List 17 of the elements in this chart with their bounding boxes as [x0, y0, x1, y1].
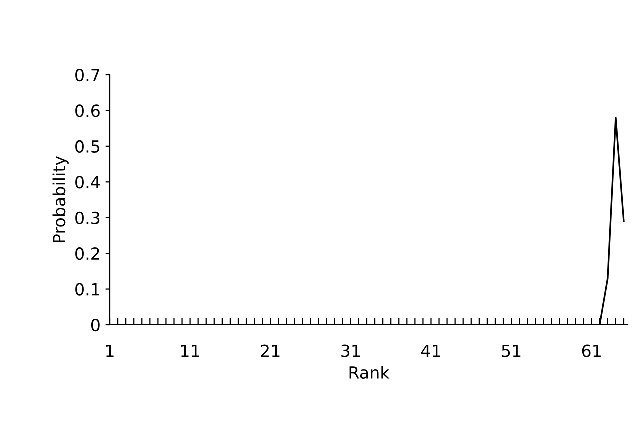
x-tick-label: 31	[342, 344, 360, 358]
x-tick-label: 21	[261, 344, 280, 358]
x-tick-label: 61	[582, 344, 601, 358]
y-tick-label: 0.1	[76, 283, 100, 296]
x-tick-label: 41	[421, 344, 440, 358]
y-tick-label: 0.6	[76, 104, 100, 118]
y-tick-label: 0	[91, 318, 100, 332]
y-tick-label: 0.4	[76, 176, 100, 189]
y-tick-label: 0.2	[76, 248, 100, 260]
x-tick-label: 11	[182, 344, 200, 358]
x-tick-label: 1	[106, 344, 114, 358]
y-tick-label: 0.5	[76, 140, 100, 153]
x-axis-title: Rank	[350, 366, 390, 380]
x-tick-label: 51	[502, 344, 521, 358]
y-tick-label: 0.3	[76, 212, 100, 224]
y-tick-label: 0.7	[76, 68, 100, 82]
y-axis-title: Probability	[52, 156, 69, 242]
